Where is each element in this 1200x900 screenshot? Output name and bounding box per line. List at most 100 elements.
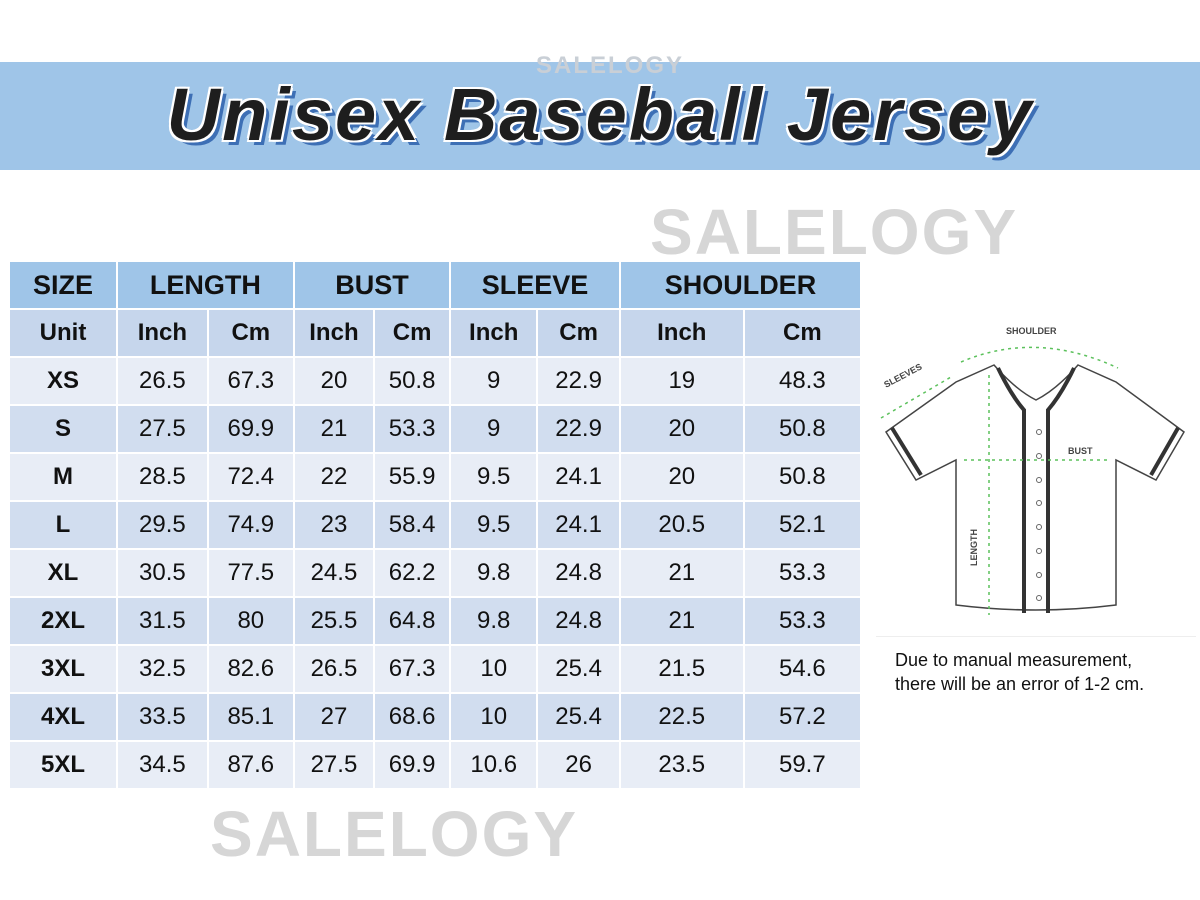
value-cell: 67.3 [375, 646, 450, 692]
value-cell: 33.5 [118, 694, 207, 740]
value-cell: 27.5 [294, 742, 374, 788]
value-cell: 54.6 [744, 646, 860, 692]
value-cell: 68.6 [375, 694, 450, 740]
value-cell: 27.5 [118, 406, 207, 452]
table-row: 3XL 32.5 82.6 26.5 67.3 10 25.4 21.5 54.6 [10, 646, 860, 692]
value-cell: 50.8 [744, 454, 860, 500]
size-cell: L [10, 502, 116, 548]
bust-label: BUST [1068, 446, 1093, 456]
value-cell: 87.6 [208, 742, 293, 788]
value-cell: 26 [538, 742, 619, 788]
value-cell: 74.9 [208, 502, 293, 548]
page-title: Unisex Baseball Jersey [166, 73, 1034, 156]
value-cell: 9.5 [451, 454, 537, 500]
size-cell: 4XL [10, 694, 116, 740]
title-banner [0, 62, 1200, 170]
value-cell: 69.9 [208, 406, 293, 452]
value-cell: 58.4 [375, 502, 450, 548]
value-cell: 27 [294, 694, 374, 740]
value-cell: Cm [375, 310, 450, 356]
watermark: SALELOGY [536, 52, 685, 79]
value-cell: 22 [294, 454, 374, 500]
table-row: 4XL 33.5 85.1 27 68.6 10 25.4 22.5 57.2 [10, 694, 860, 740]
watermark: SALELOGY [210, 798, 579, 870]
value-cell: 21.5 [620, 646, 743, 692]
value-cell: 72.4 [208, 454, 293, 500]
shoulder-label: SHOULDER [1006, 326, 1057, 336]
value-cell: 20 [294, 358, 374, 404]
value-cell: 23.5 [620, 742, 743, 788]
size-cell: Unit [10, 310, 116, 356]
note-line-2: there will be an error of 1-2 cm. [895, 674, 1145, 694]
value-cell: 52.1 [744, 502, 860, 548]
value-cell: 28.5 [118, 454, 207, 500]
value-cell: 22.9 [538, 358, 619, 404]
size-cell: 2XL [10, 598, 116, 644]
value-cell: Cm [744, 310, 860, 356]
length-label: LENGTH [969, 529, 979, 566]
value-cell: 69.9 [375, 742, 450, 788]
value-cell: 82.6 [208, 646, 293, 692]
size-chart-table: SIZE LENGTH BUST SLEEVE SHOULDER Unit Inc… [8, 260, 862, 790]
value-cell: 85.1 [208, 694, 293, 740]
sleeves-label: SLEEVES [882, 361, 923, 389]
value-cell: 25.4 [538, 694, 619, 740]
header-shoulder: SHOULDER [620, 262, 860, 308]
value-cell: 9.8 [451, 550, 537, 596]
value-cell: 67.3 [208, 358, 293, 404]
value-cell: 62.2 [375, 550, 450, 596]
value-cell: 55.9 [375, 454, 450, 500]
value-cell: 24.1 [538, 454, 619, 500]
value-cell: 19 [620, 358, 743, 404]
value-cell: 26.5 [294, 646, 374, 692]
table-row: 5XL 34.5 87.6 27.5 69.9 10.6 26 23.5 59.7 [10, 742, 860, 788]
value-cell: 21 [620, 598, 743, 644]
value-cell: 32.5 [118, 646, 207, 692]
value-cell: 20 [620, 454, 743, 500]
value-cell: 80 [208, 598, 293, 644]
value-cell: 9 [451, 406, 537, 452]
value-cell: 53.3 [744, 598, 860, 644]
header-sleeve: SLEEVE [451, 262, 619, 308]
value-cell: 21 [294, 406, 374, 452]
header-size: SIZE [10, 262, 116, 308]
value-cell: Inch [451, 310, 537, 356]
value-cell: 77.5 [208, 550, 293, 596]
table-row: XL 30.5 77.5 24.5 62.2 9.8 24.8 21 53.3 [10, 550, 860, 596]
table-row: M 28.5 72.4 22 55.9 9.5 24.1 20 50.8 [10, 454, 860, 500]
jersey-diagram: SHOULDER SLEEVES BUST LENGTH [880, 326, 1185, 615]
value-cell: 22.5 [620, 694, 743, 740]
size-cell: S [10, 406, 116, 452]
size-cell: M [10, 454, 116, 500]
divider [876, 636, 1196, 637]
value-cell: 26.5 [118, 358, 207, 404]
value-cell: 31.5 [118, 598, 207, 644]
value-cell: 10 [451, 694, 537, 740]
size-cell: XL [10, 550, 116, 596]
value-cell: 10 [451, 646, 537, 692]
value-cell: Cm [538, 310, 619, 356]
watermark: SALELOGY [650, 196, 1019, 268]
header-bust: BUST [294, 262, 450, 308]
value-cell: 23 [294, 502, 374, 548]
value-cell: 10.6 [451, 742, 537, 788]
value-cell: 9.5 [451, 502, 537, 548]
value-cell: 24.5 [294, 550, 374, 596]
value-cell: 59.7 [744, 742, 860, 788]
value-cell: 64.8 [375, 598, 450, 644]
value-cell: 30.5 [118, 550, 207, 596]
value-cell: 21 [620, 550, 743, 596]
value-cell: 50.8 [375, 358, 450, 404]
table-row: XS 26.5 67.3 20 50.8 9 22.9 19 48.3 [10, 358, 860, 404]
value-cell: Inch [294, 310, 374, 356]
value-cell: 34.5 [118, 742, 207, 788]
note-line-1: Due to manual measurement, [895, 650, 1133, 670]
value-cell: 20.5 [620, 502, 743, 548]
group-header-row: SIZE LENGTH BUST SLEEVE SHOULDER [10, 262, 860, 308]
value-cell: 25.4 [538, 646, 619, 692]
measurement-note: Due to manual measurement, there will be… [895, 648, 1144, 696]
value-cell: 22.9 [538, 406, 619, 452]
table-row: S 27.5 69.9 21 53.3 9 22.9 20 50.8 [10, 406, 860, 452]
header-length: LENGTH [118, 262, 293, 308]
value-cell: 24.8 [538, 598, 619, 644]
